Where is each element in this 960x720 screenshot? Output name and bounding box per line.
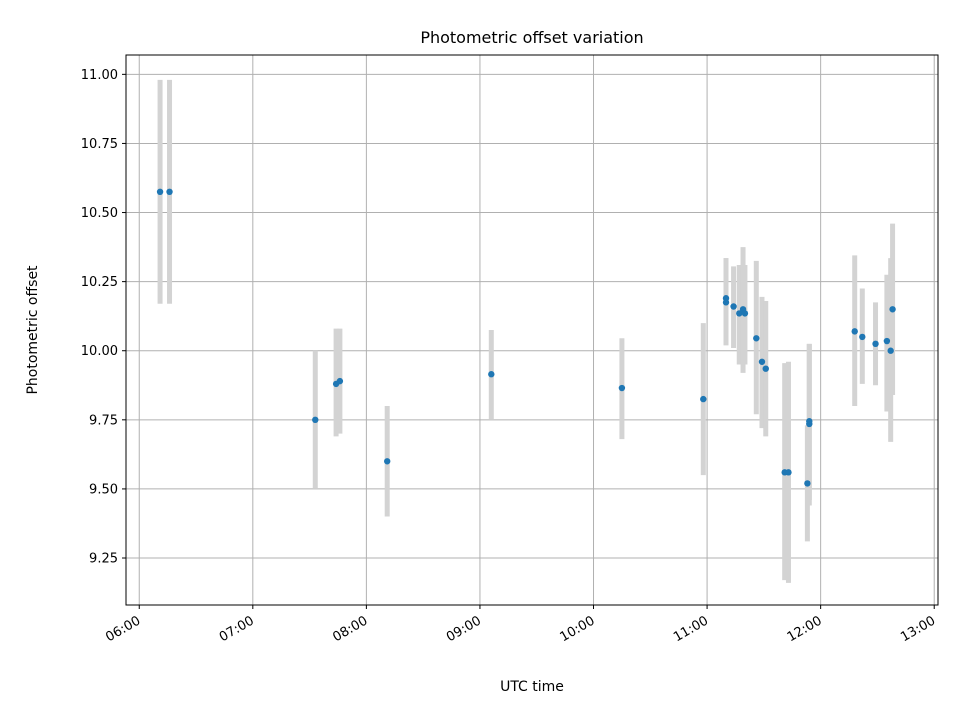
y-axis-label: Photometric offset	[25, 265, 41, 395]
data-points	[156, 188, 896, 487]
data-point	[753, 335, 760, 342]
x-axis: 06:00 07:00 08:00 09:00 10:00 11:00 12:00 13:00	[103, 605, 938, 645]
data-point	[312, 416, 319, 424]
data-point	[722, 295, 730, 302]
x-tick-label: 11:00	[671, 613, 711, 645]
x-tick-label: 12:00	[785, 613, 825, 645]
y-tick-label: 10.25	[81, 275, 118, 290]
data-point	[872, 340, 879, 348]
data-point	[804, 480, 811, 487]
data-point	[730, 303, 737, 310]
data-point	[156, 188, 164, 196]
x-tick-label: 06:00	[103, 613, 143, 645]
data-point	[859, 333, 866, 341]
chart-title: Photometric offset variation	[420, 28, 643, 47]
data-point	[851, 328, 858, 335]
data-point	[166, 188, 173, 196]
x-tick-label: 07:00	[217, 613, 257, 645]
data-point	[806, 418, 813, 425]
y-tick-label: 9.75	[89, 413, 118, 428]
data-point	[700, 395, 707, 403]
y-tick-label: 10.00	[81, 344, 118, 359]
data-point	[889, 306, 896, 313]
x-tick-label: 13:00	[898, 613, 938, 645]
data-point	[758, 358, 766, 365]
x-tick-label: 10:00	[558, 613, 598, 645]
y-tick-label: 10.50	[81, 206, 118, 221]
grid	[126, 55, 938, 605]
plot-background	[126, 55, 938, 605]
data-point	[384, 458, 391, 465]
data-point	[785, 469, 792, 476]
data-point	[741, 310, 749, 317]
x-tick-label: 09:00	[444, 613, 484, 645]
data-point	[883, 337, 891, 345]
data-point	[736, 310, 743, 317]
data-point	[618, 384, 626, 392]
data-point	[887, 347, 894, 354]
y-tick-label: 9.50	[89, 482, 118, 497]
data-point	[488, 371, 495, 378]
data-point	[762, 365, 769, 372]
plot-frame	[125, 54, 939, 606]
x-axis-label: UTC time	[500, 679, 564, 695]
y-tick-label: 10.75	[81, 137, 118, 152]
x-tick-label: 08:00	[330, 613, 370, 645]
data-point	[336, 377, 344, 385]
y-tick-label: 11.00	[81, 68, 118, 83]
y-tick-label: 9.25	[89, 552, 118, 567]
y-axis: 9.25 9.50 9.75 10.00 10.25 10.50 10.75 11.00	[81, 68, 126, 567]
